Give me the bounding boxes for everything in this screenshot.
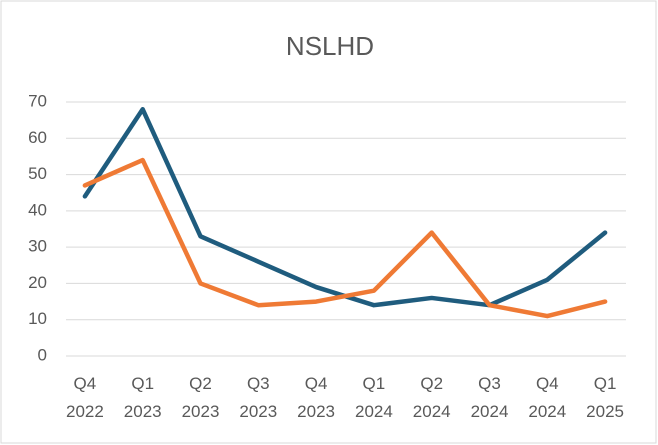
y-tick-label: 0 (38, 345, 47, 364)
series-line (82, 157, 608, 319)
x-tick-label: Q2 2024 (413, 374, 451, 421)
y-tick-label: 20 (28, 273, 47, 292)
y-tick-label: 50 (28, 164, 47, 183)
x-tick-label: Q1 2024 (355, 374, 393, 421)
chart-title: NSLHD (286, 31, 374, 61)
x-tick-label: Q2 2023 (182, 374, 220, 421)
y-tick-label: 70 (28, 91, 47, 110)
x-tick-label: Q4 2024 (528, 374, 566, 421)
y-tick-label: 40 (28, 200, 47, 219)
x-tick-label: Q1 2025 (586, 374, 624, 421)
x-tick-label: Q4 2022 (66, 374, 104, 421)
x-tick-label: Q3 2024 (471, 374, 509, 421)
x-tick-label: Q3 2023 (239, 374, 277, 421)
x-tick-label: Q4 2023 (297, 374, 335, 421)
y-tick-label: 10 (28, 309, 47, 328)
x-tick-label: Q1 2023 (124, 374, 162, 421)
y-tick-label: 60 (28, 128, 47, 147)
y-tick-label: 30 (28, 237, 47, 256)
